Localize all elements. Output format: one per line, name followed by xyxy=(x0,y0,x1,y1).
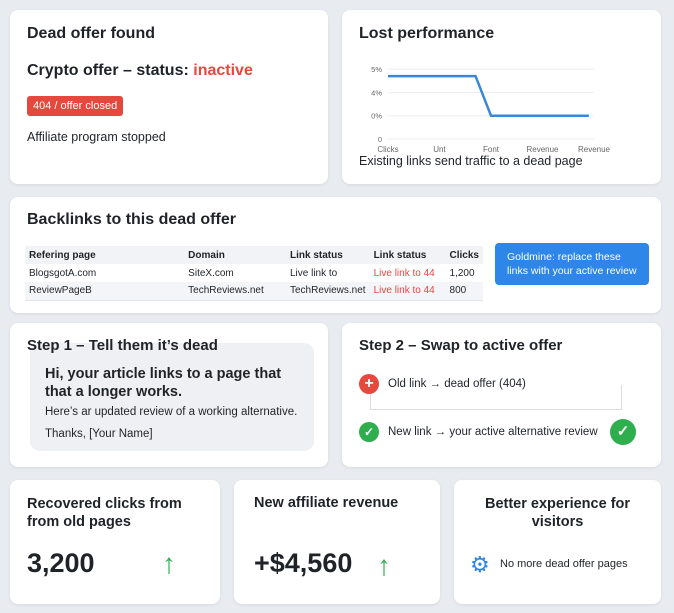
message-body: Here’s ar updated review of a working al… xyxy=(45,406,298,418)
chart-caption: Existing links send traffic to a dead pa… xyxy=(359,154,583,168)
status-inactive: inactive xyxy=(193,62,253,79)
y-tick-label: 0% xyxy=(371,112,382,121)
stat-title: New affiliate revenue xyxy=(254,495,399,511)
step1-card: Step 1 – Tell them it’s dead Hi, your ar… xyxy=(10,323,328,467)
new-link-text: New link → your active alternative revie… xyxy=(388,426,598,438)
x-tick-label: Revenue xyxy=(578,145,611,154)
card-title: Step 2 – Swap to active offer xyxy=(359,337,563,354)
offer-status: Crypto offer – status: inactive xyxy=(27,62,253,79)
stat-note: No more dead offer pages xyxy=(500,558,628,570)
performance-card: Lost performance 0 0% 4% 5% Clicks Unt Font Rev… xyxy=(342,10,661,184)
stat-value: 3,200 xyxy=(27,548,95,578)
performance-chart: 0 0% 4% 5% Clicks Unt Font Revenue Revenue xyxy=(371,65,611,154)
dead-offer-card: Dead offer found Crypto offer – status: … xyxy=(10,10,328,184)
y-tick-label: 5% xyxy=(371,65,382,74)
stat-title: Recovered clicks from from old pages xyxy=(27,496,182,530)
message-sign: Thanks, [Your Name] xyxy=(45,428,153,440)
step2-card: Step 2 – Swap to active offer + Old link… xyxy=(342,323,661,467)
experience-card: Better experience for visitors ⚙ No more… xyxy=(454,480,661,604)
backlinks-card: Backlinks to this dead offer Refering pa… xyxy=(10,197,661,313)
card-title: Lost performance xyxy=(359,25,495,42)
old-link-text: Old link → dead offer (404) xyxy=(388,378,526,390)
backlinks-table: Refering page Domain Link status Link st… xyxy=(25,246,483,301)
recovered-clicks-card: Recovered clicks from from old pages 3,2… xyxy=(10,480,220,604)
series-line xyxy=(388,74,589,117)
x-tick-label: Unt xyxy=(433,145,446,154)
x-tick-label: Font xyxy=(483,145,500,154)
card-title: Dead offer found xyxy=(27,25,155,42)
revenue-card: New affiliate revenue +$4,560 ↑ xyxy=(234,480,440,604)
gear-icon: ⚙ xyxy=(470,552,490,577)
check-icon: ✓ xyxy=(610,419,636,445)
check-icon: ✓ xyxy=(359,422,379,442)
y-tick-label: 4% xyxy=(371,88,382,97)
y-tick-label: 0 xyxy=(378,135,382,144)
connector-line xyxy=(370,385,622,410)
message-bubble xyxy=(30,343,314,451)
note: Affiliate program stopped xyxy=(27,130,166,144)
table-header: Refering page Domain Link status Link st… xyxy=(25,246,483,264)
arrow-up-icon: ↑ xyxy=(377,550,391,581)
arrow-up-icon: ↑ xyxy=(162,548,176,579)
table-row[interactable]: BlogsgotA.com SiteX.com Live link to Live l… xyxy=(25,264,483,282)
status-badge: 404 / offer closed xyxy=(27,96,124,116)
card-title: Backlinks to this dead offer xyxy=(27,211,236,228)
x-tick-label: Revenue xyxy=(526,145,559,154)
goldmine-button[interactable]: Goldmine: replace these links with your … xyxy=(495,243,649,285)
message-text: Hi, your article links to a page that th… xyxy=(45,366,282,400)
card-title: Step 1 – Tell them it’s dead xyxy=(27,337,218,354)
stat-title: Better experience for visitors xyxy=(484,496,631,530)
stat-value: +$4,560 xyxy=(254,548,353,578)
table-row[interactable]: ReviewPageB TechReviews.net TechReviews.ne… xyxy=(25,282,483,301)
x-tick-label: Clicks xyxy=(377,145,398,154)
error-plus-icon: + xyxy=(359,374,379,394)
